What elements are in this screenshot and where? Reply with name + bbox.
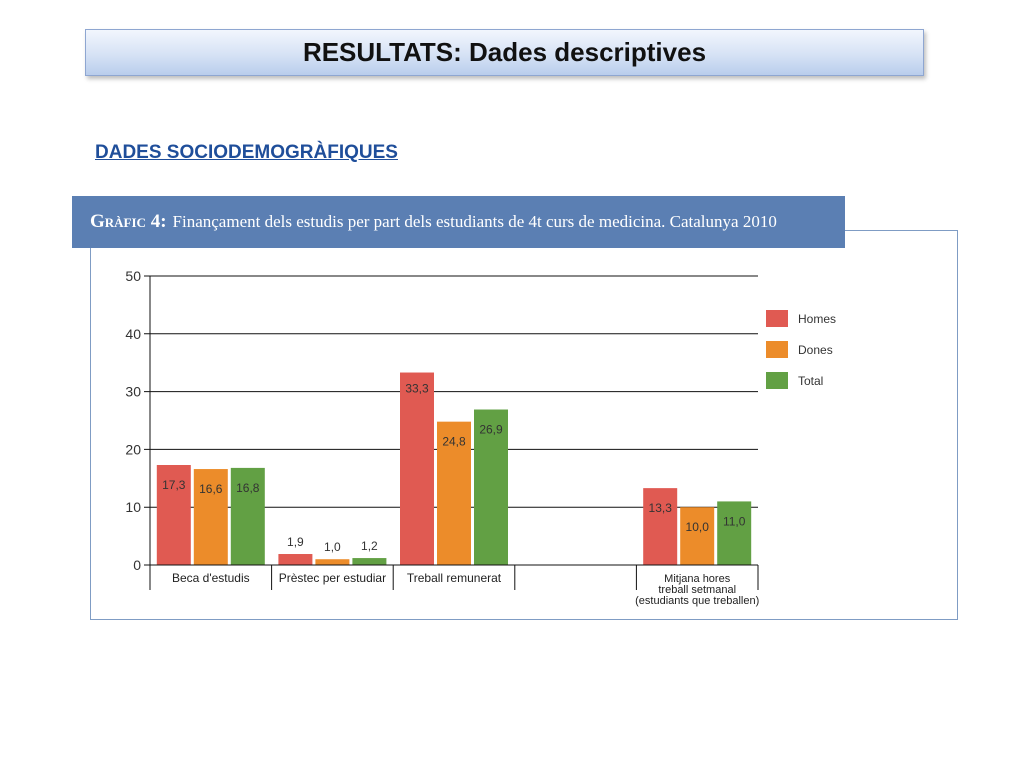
slide-title: RESULTATS: Dades descriptives (302, 37, 707, 67)
legend-label-homes: Homes (798, 312, 836, 326)
data-label: 16,6 (199, 482, 223, 496)
data-label: 17,3 (162, 478, 186, 492)
slide-title-box: RESULTATS: Dades descriptives (85, 29, 924, 76)
y-tick-label: 30 (125, 384, 141, 400)
bar-homes (156, 465, 191, 565)
section-heading: DADES SOCIODEMOGRÀFIQUES (95, 142, 398, 163)
bar-homes (278, 554, 313, 565)
bar-total (717, 501, 752, 565)
legend-swatch-total (766, 372, 788, 389)
category-label: Prèstec per estudiar (279, 571, 386, 585)
bar-dones (437, 421, 471, 565)
legend-swatch-homes (766, 310, 788, 327)
legend-label-total: Total (798, 374, 823, 388)
y-tick-label: 10 (125, 499, 141, 515)
category-label: Beca d'estudis (172, 571, 250, 585)
legend-label-dones: Dones (798, 343, 833, 357)
data-label: 1,0 (324, 540, 341, 554)
y-tick-label: 0 (133, 557, 141, 573)
chart-header: Gràfic 4: Finançament dels estudis per p… (72, 196, 845, 248)
y-tick-label: 50 (125, 268, 141, 284)
bar-dones (193, 469, 228, 565)
bar-homes (643, 488, 678, 565)
data-label: 1,2 (361, 539, 378, 553)
data-label: 26,9 (479, 423, 503, 437)
data-label: 1,9 (287, 535, 304, 549)
bar-dones (680, 507, 715, 565)
bar-total (474, 409, 508, 565)
data-label: 16,8 (236, 481, 260, 495)
category-label: Mitjana hores (664, 573, 731, 585)
legend-swatch-dones (766, 341, 788, 358)
bar-dones (315, 559, 350, 565)
category-label: (estudiants que treballen) (635, 595, 759, 607)
bar-homes (400, 372, 434, 565)
y-tick-label: 40 (125, 326, 141, 342)
category-label: treball setmanal (658, 584, 736, 596)
data-label: 11,0 (723, 514, 746, 528)
chart-header-lead: Gràfic 4: (90, 211, 167, 232)
data-label: 33,3 (405, 382, 429, 396)
y-tick-label: 20 (125, 441, 141, 457)
category-label: Treball remunerat (407, 571, 502, 585)
data-label: 10,0 (686, 520, 710, 534)
bar-total (230, 467, 265, 565)
chart-header-text: Finançament dels estudis per part dels e… (172, 212, 777, 231)
bar-total (352, 558, 387, 565)
data-label: 13,3 (649, 501, 673, 515)
data-label: 24,8 (442, 435, 466, 449)
